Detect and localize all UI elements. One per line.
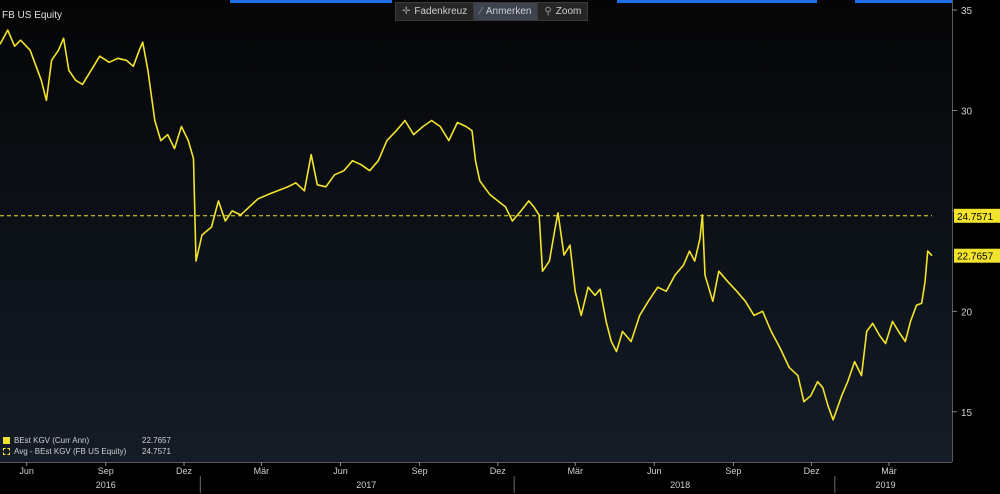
legend-label: BEst KGV (Curr Ann) bbox=[14, 436, 90, 445]
zoom-button[interactable]: ⚲ Zoom bbox=[537, 3, 587, 20]
x-axis bbox=[0, 462, 952, 494]
magnifier-icon: ⚲ bbox=[544, 6, 552, 17]
average-value-tag-bg bbox=[954, 208, 1000, 223]
x-tick-label: Mär bbox=[881, 466, 897, 476]
y-tick-label: 20 bbox=[961, 307, 973, 318]
x-year-label: 2019 bbox=[876, 480, 896, 490]
annotate-button[interactable]: ⁄ Anmerken bbox=[473, 3, 538, 20]
crosshair-icon: ✛ bbox=[402, 6, 411, 17]
legend-swatch-dashed bbox=[3, 448, 10, 455]
crosshair-button[interactable]: ✛ Fadenkreuz bbox=[396, 3, 473, 20]
top-accent-strip bbox=[855, 0, 952, 3]
zoom-label: Zoom bbox=[555, 6, 582, 17]
top-accent-strip bbox=[230, 0, 392, 3]
annotate-label: Anmerken bbox=[485, 6, 532, 17]
y-tick-label: 35 bbox=[961, 6, 973, 17]
x-tick-label: Dez bbox=[490, 466, 507, 476]
y-axis bbox=[952, 0, 1000, 462]
x-tick-label: Dez bbox=[176, 466, 193, 476]
average-value-tag: 24.7571 bbox=[957, 212, 994, 223]
crosshair-label: Fadenkreuz bbox=[414, 6, 468, 17]
pencil-icon: ⁄ bbox=[480, 6, 482, 17]
y-tick-label: 30 bbox=[961, 106, 973, 117]
chart-title: FB US Equity bbox=[2, 10, 63, 21]
pe-series-line bbox=[0, 29, 933, 421]
x-tick-label: Mär bbox=[567, 466, 583, 476]
x-tick-label: Mär bbox=[254, 466, 270, 476]
x-tick-label: Sep bbox=[725, 466, 741, 476]
last-value-tag: 22.7657 bbox=[957, 252, 994, 263]
legend-swatch-solid bbox=[3, 437, 10, 444]
legend-label: Avg - BEst KGV (FB US Equity) bbox=[14, 447, 127, 456]
x-tick-label: Sep bbox=[98, 466, 114, 476]
legend-item-avg[interactable]: Avg - BEst KGV (FB US Equity) 24.7571 bbox=[3, 446, 171, 457]
x-year-label: 2018 bbox=[670, 480, 690, 490]
y-tick-label: 15 bbox=[961, 408, 973, 419]
legend-item-pe[interactable]: BEst KGV (Curr Ann) 22.7657 bbox=[3, 435, 171, 446]
chart-toolbar: ✛ Fadenkreuz ⁄ Anmerken ⚲ Zoom bbox=[395, 2, 589, 21]
x-tick-label: Jun bbox=[19, 466, 34, 476]
x-year-label: 2016 bbox=[96, 480, 116, 490]
plot-area[interactable] bbox=[0, 0, 952, 462]
x-tick-label: Jun bbox=[333, 466, 348, 476]
x-tick-label: Dez bbox=[804, 466, 821, 476]
x-year-label: 2017 bbox=[356, 480, 376, 490]
legend-value: 22.7657 bbox=[142, 436, 171, 445]
legend: BEst KGV (Curr Ann) 22.7657 Avg - BEst K… bbox=[3, 435, 171, 457]
x-tick-label: Jun bbox=[647, 466, 662, 476]
x-tick-label: Sep bbox=[412, 466, 428, 476]
last-value-tag-bg bbox=[954, 248, 1000, 263]
top-accent-strip bbox=[617, 0, 817, 3]
legend-value: 24.7571 bbox=[142, 447, 171, 456]
